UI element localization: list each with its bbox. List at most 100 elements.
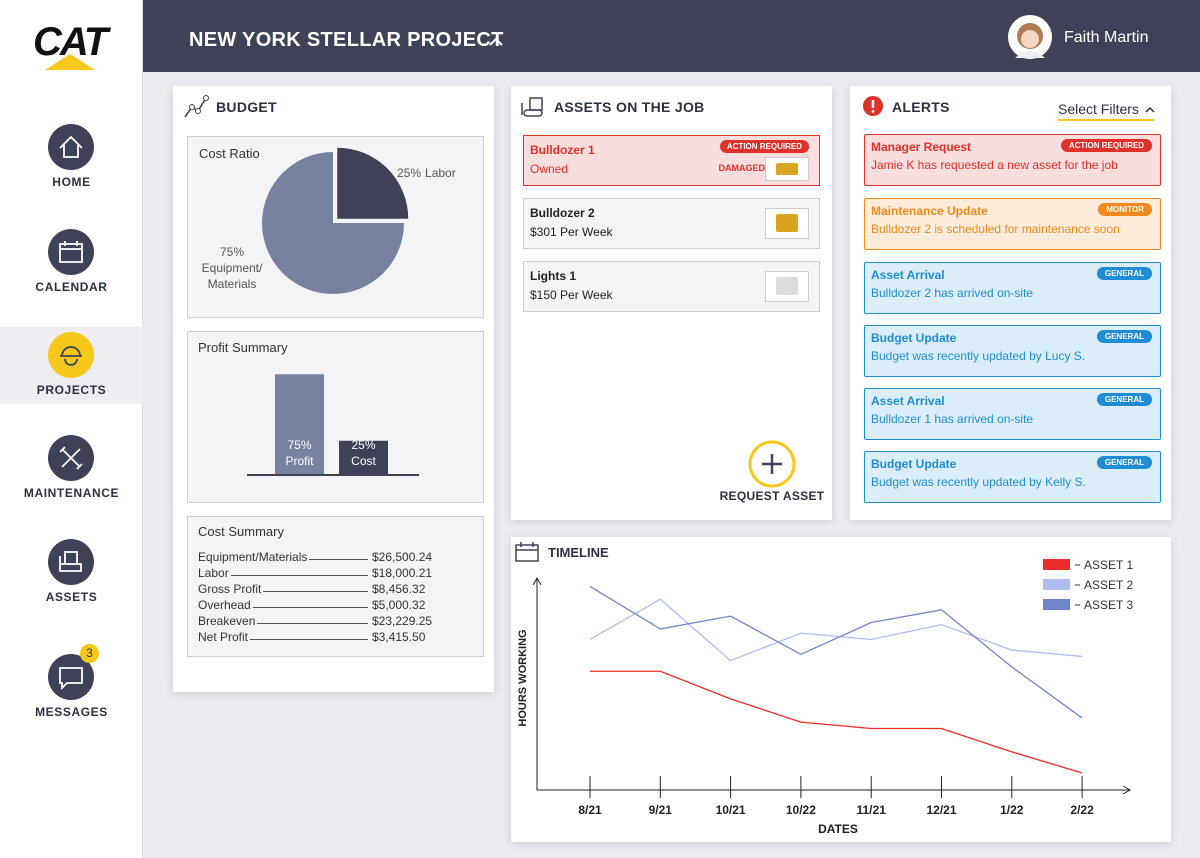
assets-icon bbox=[521, 97, 543, 117]
nav-item[interactable]: HOME bbox=[0, 119, 143, 196]
cost-summary-title: Cost Summary bbox=[198, 524, 284, 539]
select-filters[interactable]: Select Filters bbox=[1058, 101, 1154, 121]
asset-thumb bbox=[765, 208, 809, 239]
cost-label: Gross Profit bbox=[198, 581, 262, 596]
cost-value: $18,000.21 bbox=[372, 565, 433, 580]
alerts-title: ALERTS bbox=[892, 99, 950, 115]
nav-icon[interactable] bbox=[47, 538, 95, 586]
nav-glyph bbox=[59, 135, 83, 158]
nav-glyph bbox=[59, 667, 83, 691]
cost-label: Labor bbox=[198, 565, 229, 580]
nav-item[interactable]: PROJECTS bbox=[0, 327, 143, 404]
avatar[interactable] bbox=[1007, 14, 1053, 60]
cost-value: $23,229.25 bbox=[372, 613, 433, 628]
alert-text: Budget was recently updated by Lucy S. bbox=[871, 349, 1086, 363]
alert-text: Bulldozer 2 is scheduled for maintenance… bbox=[871, 222, 1120, 236]
alert-tag: GENERAL bbox=[1096, 330, 1152, 343]
nav-icon[interactable] bbox=[47, 228, 95, 276]
cost-row: Breakeven $23,229.25 bbox=[198, 613, 432, 628]
alert-title: Asset Arrival bbox=[871, 268, 945, 282]
asset-detail: $301 Per Week bbox=[530, 225, 613, 239]
user-name[interactable]: Faith Martin bbox=[1064, 29, 1149, 46]
nav-label[interactable]: CALENDAR bbox=[35, 280, 108, 294]
asset-detail: Owned bbox=[530, 162, 569, 176]
nav-label[interactable]: PROJECTS bbox=[36, 383, 107, 397]
alert-item[interactable]: Manager Request Jamie K has requested a n… bbox=[864, 134, 1161, 186]
asset-name: Bulldozer 1 bbox=[530, 143, 595, 157]
nav-glyph bbox=[59, 241, 83, 263]
pie-value-label: 75% bbox=[219, 245, 245, 259]
alert-title: Manager Request bbox=[871, 140, 972, 154]
asset-thumb-img bbox=[776, 214, 798, 232]
cost-value: $3,415.50 bbox=[372, 629, 426, 644]
cost-row: Gross Profit $8,456.32 bbox=[198, 581, 432, 596]
asset-item[interactable]: Lights 1 $150 Per Week bbox=[523, 261, 820, 312]
cost-label: Overhead bbox=[198, 597, 251, 612]
chart-title: Profit Summary bbox=[198, 340, 288, 355]
asset-name: Bulldozer 2 bbox=[530, 206, 595, 220]
timeline-panel bbox=[511, 537, 1171, 842]
nav-circle bbox=[48, 654, 94, 700]
request-icon[interactable] bbox=[747, 439, 797, 489]
project-title[interactable]: NEW YORK STELLAR PROJECT bbox=[189, 29, 504, 51]
alert-tag: MONITOR bbox=[1098, 203, 1152, 216]
nav-circle bbox=[48, 332, 94, 378]
nav-icon[interactable] bbox=[47, 123, 95, 171]
request-asset[interactable]: REQUEST ASSET bbox=[719, 489, 825, 503]
cost-leader bbox=[230, 574, 368, 576]
nav-label[interactable]: MAINTENANCE bbox=[23, 486, 120, 500]
cost-value: $5,000.32 bbox=[372, 597, 426, 612]
cost-label: Net Profit bbox=[198, 629, 249, 644]
nav-label[interactable]: HOME bbox=[52, 175, 91, 189]
nav-item[interactable]: CALENDAR bbox=[0, 224, 143, 301]
nav-icon[interactable] bbox=[47, 653, 95, 701]
alert-item[interactable]: Asset Arrival Bulldozer 2 has arrived on-… bbox=[864, 262, 1161, 314]
cost-leader bbox=[250, 638, 368, 640]
nav-glyph bbox=[59, 446, 83, 470]
nav-circle bbox=[48, 539, 94, 585]
pie-label: 25% Labor bbox=[397, 166, 456, 180]
alert-item[interactable]: Budget Update Budget was recently updated… bbox=[864, 325, 1161, 377]
alert-title: Asset Arrival bbox=[871, 394, 945, 408]
alert-tag: GENERAL bbox=[1096, 393, 1152, 406]
cost-row: Labor $18,000.21 bbox=[198, 565, 432, 580]
pie-label: 75% Equipment/ Materials bbox=[190, 244, 274, 292]
alert-tag: GENERAL bbox=[1096, 267, 1152, 280]
project-chevron[interactable] bbox=[488, 36, 504, 48]
nav-item[interactable]: ASSETS bbox=[0, 534, 143, 611]
alert-item[interactable]: Maintenance Update Bulldozer 2 is schedul… bbox=[864, 198, 1161, 250]
nav-label[interactable]: MESSAGES bbox=[35, 705, 108, 719]
asset-detail: $150 Per Week bbox=[530, 288, 613, 302]
alert-item[interactable]: Budget Update Budget was recently updated… bbox=[864, 451, 1161, 503]
alert-tag: ACTION REQUIRED bbox=[1060, 139, 1152, 152]
nav-label[interactable]: ASSETS bbox=[45, 590, 98, 604]
pie-value-label: 25% bbox=[397, 166, 422, 180]
nav-item[interactable]: MAINTENANCE bbox=[0, 430, 143, 507]
cost-row: Net Profit $3,415.50 bbox=[198, 629, 432, 644]
assets-title: ASSETS ON THE JOB bbox=[554, 99, 705, 115]
alert-tag: GENERAL bbox=[1096, 456, 1152, 469]
nav-icon[interactable] bbox=[47, 331, 95, 379]
alert-text: Bulldozer 1 has arrived on-site bbox=[871, 412, 1034, 426]
asset-status: DAMAGED bbox=[718, 163, 766, 173]
asset-item[interactable]: Bulldozer 2 $301 Per Week bbox=[523, 198, 820, 249]
nav-item[interactable]: MESSAGES 3 bbox=[0, 644, 143, 726]
alert-title: Budget Update bbox=[871, 331, 957, 345]
budget-title: BUDGET bbox=[216, 99, 277, 115]
cost-summary-box bbox=[187, 516, 484, 657]
alert-text: Jamie K has requested a new asset for th… bbox=[871, 158, 1118, 172]
cost-leader bbox=[257, 622, 368, 624]
alert-item[interactable]: Asset Arrival Bulldozer 1 has arrived on-… bbox=[864, 388, 1161, 440]
cost-leader bbox=[263, 590, 368, 592]
filter-chevron[interactable] bbox=[1145, 106, 1155, 114]
cost-value: $26,500.24 bbox=[372, 549, 433, 564]
nav-circle bbox=[48, 124, 94, 170]
nav-badge: 3 bbox=[80, 644, 99, 663]
pie-category: Labor bbox=[425, 166, 456, 180]
timeline-icon bbox=[515, 542, 539, 562]
nav-icon[interactable] bbox=[47, 434, 95, 482]
asset-item[interactable]: Bulldozer 1 Owned ACTION REQUIRED DAMAGED bbox=[523, 135, 820, 186]
asset-thumb-img bbox=[776, 277, 798, 295]
cost-label: Equipment/Materials bbox=[198, 549, 308, 564]
